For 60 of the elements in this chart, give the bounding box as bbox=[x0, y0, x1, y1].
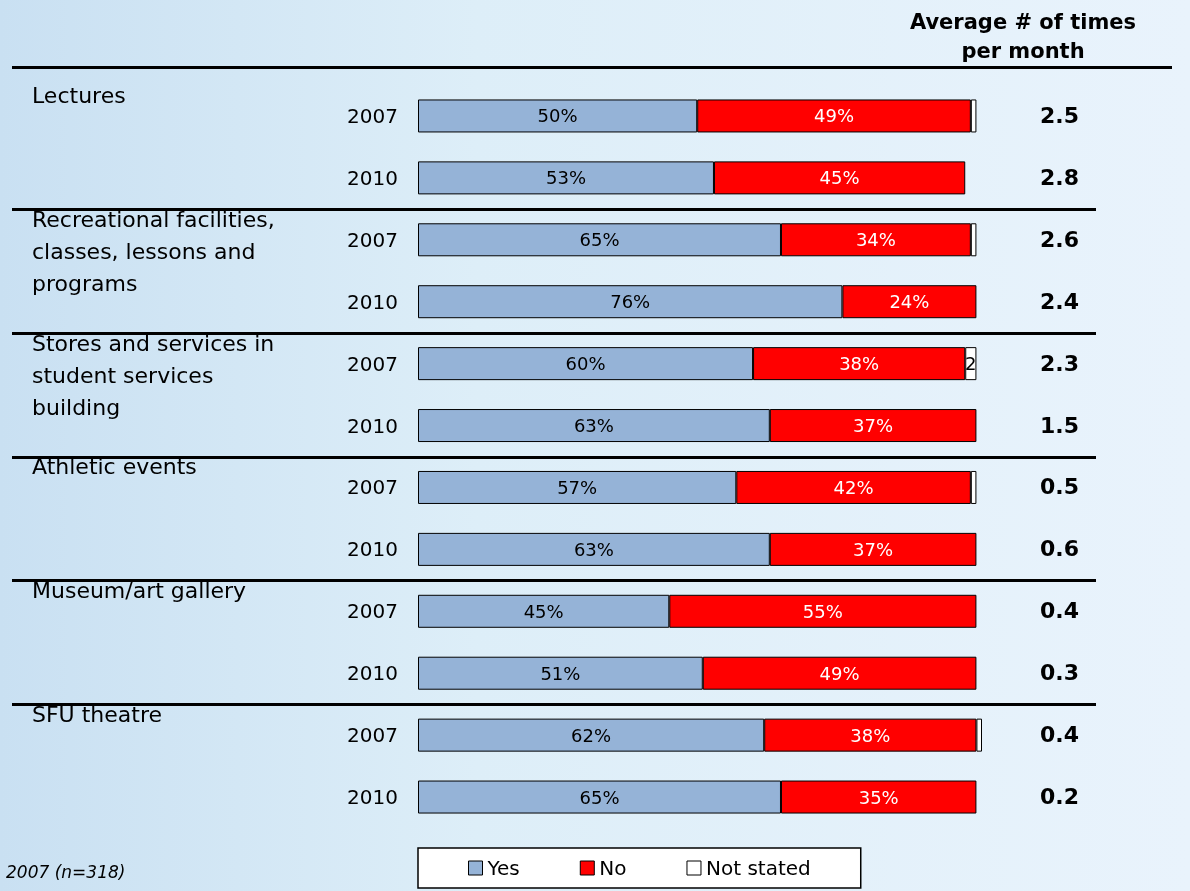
data-label: 76% bbox=[610, 291, 651, 313]
legend-label: Yes bbox=[486, 856, 520, 880]
data-label: 45% bbox=[523, 600, 564, 622]
text: Athletic events bbox=[32, 453, 198, 482]
text: 2.5 bbox=[1040, 101, 1079, 130]
data-label: 62% bbox=[571, 724, 612, 746]
y-tick-label: 2007 bbox=[347, 599, 398, 624]
legend-label: No bbox=[599, 856, 627, 880]
text: 0.6 bbox=[1040, 535, 1079, 564]
text: 2007 (n=318) bbox=[6, 861, 126, 884]
text: Average # of times per month bbox=[908, 9, 1138, 65]
data-label: 65% bbox=[579, 786, 620, 808]
y-tick-label: 2010 bbox=[347, 289, 398, 314]
data-label: 50% bbox=[537, 105, 578, 127]
data-label: 63% bbox=[573, 415, 614, 437]
text: Museum/art gallery bbox=[32, 577, 248, 606]
data-label: 51% bbox=[540, 662, 581, 684]
text: Lectures bbox=[32, 81, 127, 110]
data-label: 37% bbox=[853, 415, 894, 437]
y-tick-label: 2007 bbox=[347, 475, 398, 500]
text: Recreational facilities, classes, lessons and programs bbox=[32, 205, 276, 298]
data-label: 57% bbox=[557, 476, 598, 498]
data-label: 55% bbox=[802, 600, 843, 622]
text: 2.8 bbox=[1040, 163, 1079, 192]
y-tick-label: 2007 bbox=[347, 103, 398, 128]
text: 0.4 bbox=[1040, 597, 1079, 626]
y-tick-label: 2010 bbox=[347, 785, 398, 810]
text: 2.6 bbox=[1040, 225, 1079, 254]
data-label: 45% bbox=[819, 167, 860, 189]
y-tick-label: 2010 bbox=[347, 537, 398, 562]
y-tick-label: 2010 bbox=[347, 413, 398, 438]
data-label: 65% bbox=[579, 229, 620, 251]
text: Stores and services in student services building bbox=[32, 329, 276, 422]
data-label: 42% bbox=[833, 476, 874, 498]
text: 1.5 bbox=[1040, 411, 1079, 440]
data-label: 49% bbox=[814, 105, 855, 127]
data-label: 38% bbox=[839, 353, 880, 375]
text: 0.3 bbox=[1040, 659, 1079, 688]
text: 2.3 bbox=[1040, 349, 1079, 378]
y-tick-label: 2007 bbox=[347, 723, 398, 748]
y-tick-label: 2007 bbox=[347, 351, 398, 376]
text: 0.2 bbox=[1040, 783, 1079, 812]
y-tick-label: 2010 bbox=[347, 165, 398, 190]
legend-label: Not stated bbox=[705, 856, 811, 880]
data-label: 38% bbox=[850, 724, 891, 746]
data-label: 35% bbox=[858, 786, 899, 808]
data-label: 2 bbox=[965, 353, 977, 375]
text: 0.4 bbox=[1040, 721, 1079, 750]
data-label: 63% bbox=[573, 538, 614, 560]
data-label: 37% bbox=[853, 538, 894, 560]
data-label: 49% bbox=[819, 662, 860, 684]
y-tick-label: 2010 bbox=[347, 661, 398, 686]
text: 0.5 bbox=[1040, 473, 1079, 502]
data-label: 60% bbox=[565, 353, 606, 375]
text: 2.4 bbox=[1040, 287, 1079, 316]
text: SFU theatre bbox=[32, 701, 164, 730]
data-label: 24% bbox=[889, 291, 930, 313]
data-label: 34% bbox=[855, 229, 896, 251]
y-tick-label: 2007 bbox=[347, 227, 398, 252]
data-label: 53% bbox=[545, 167, 586, 189]
